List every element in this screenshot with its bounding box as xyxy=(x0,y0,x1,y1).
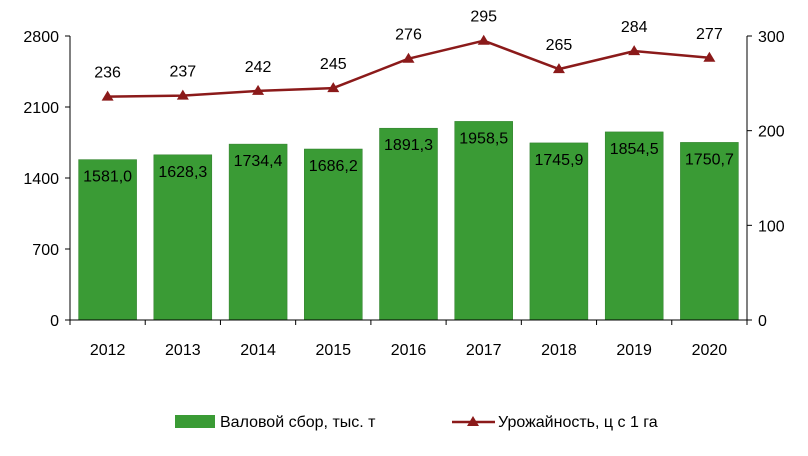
legend: Валовой сбор, тыс. т Урожайность, ц с 1 … xyxy=(175,414,658,431)
bar-2012 xyxy=(78,159,137,321)
bar-2018 xyxy=(529,142,589,321)
bar-label-2019: 1854,5 xyxy=(610,141,659,158)
y-left-tick-label: 2800 xyxy=(23,29,59,46)
yield-marker-2019 xyxy=(628,45,641,56)
yield-marker-2015 xyxy=(327,82,340,93)
y-left-tick-label: 1400 xyxy=(23,171,59,188)
x-tick-label: 2014 xyxy=(240,342,276,359)
y-right-tick-label: 0 xyxy=(758,313,767,330)
bar-2015 xyxy=(304,148,363,321)
y-right-tick-label: 300 xyxy=(758,29,785,46)
bar-label-2012: 1581,0 xyxy=(83,169,132,186)
legend-swatch-bar xyxy=(175,415,215,428)
yield-marker-2020 xyxy=(703,51,716,62)
y-left-tick-label: 700 xyxy=(32,242,59,259)
yield-label-2013: 237 xyxy=(169,64,196,81)
x-tick-label: 2015 xyxy=(315,342,351,359)
axes: 0 700 1400 2100 2800 0 100 200 300 2012 2013 2014 20… xyxy=(23,29,784,359)
legend-label-line: Урожайность, ц с 1 га xyxy=(498,414,658,431)
yield-label-2014: 242 xyxy=(245,59,272,76)
yield-marker-2013 xyxy=(176,89,189,100)
bar-label-2016: 1891,3 xyxy=(384,137,433,154)
x-tick-label: 2018 xyxy=(541,342,577,359)
y-left-tick-label: 0 xyxy=(50,313,59,330)
y-right-tick-label: 200 xyxy=(758,124,785,141)
bar-label-2018: 1745,9 xyxy=(534,152,583,169)
yield-marker-2017 xyxy=(477,34,490,45)
data-labels: 236 237 242 245 276 295 265 284 277 1581,0 1628,3 1… xyxy=(83,9,734,186)
yield-marker-2016 xyxy=(402,52,415,63)
bar-label-2013: 1628,3 xyxy=(158,164,207,181)
bar-2020 xyxy=(680,142,739,321)
yield-marker-2014 xyxy=(252,84,265,95)
bars xyxy=(78,121,739,321)
yield-label-2019: 284 xyxy=(621,19,648,36)
yield-label-2012: 236 xyxy=(94,65,121,82)
yield-label-2020: 277 xyxy=(696,26,723,43)
bar-label-2014: 1734,4 xyxy=(234,153,283,170)
bar-2016 xyxy=(379,127,438,321)
yield-label-2018: 265 xyxy=(546,37,573,54)
y-right-tick-label: 100 xyxy=(758,218,785,235)
yield-label-2017: 295 xyxy=(470,9,497,26)
bar-2019 xyxy=(604,131,664,321)
bar-label-2020: 1750,7 xyxy=(685,151,734,168)
x-tick-label: 2019 xyxy=(616,342,652,359)
y-left-tick-label: 2100 xyxy=(23,100,59,117)
legend-marker-triangle xyxy=(467,416,479,426)
bar-2017 xyxy=(454,121,513,321)
yield-line-path xyxy=(107,39,710,98)
yield-label-2016: 276 xyxy=(395,27,422,44)
x-tick-label: 2016 xyxy=(391,342,427,359)
x-tick-label: 2012 xyxy=(90,342,126,359)
yield-label-2015: 245 xyxy=(320,56,347,73)
bar-label-2015: 1686,2 xyxy=(309,158,358,175)
x-tick-label: 2020 xyxy=(692,342,728,359)
yield-marker-2018 xyxy=(552,63,565,74)
x-tick-label: 2017 xyxy=(466,342,502,359)
bar-2014 xyxy=(228,143,288,321)
legend-label-bar: Валовой сбор, тыс. т xyxy=(220,414,376,431)
yield-marker-2012 xyxy=(101,90,114,101)
bar-label-2017: 1958,5 xyxy=(459,130,508,147)
bar-2013 xyxy=(153,154,213,321)
x-tick-label: 2013 xyxy=(165,342,201,359)
yield-line xyxy=(101,34,716,101)
